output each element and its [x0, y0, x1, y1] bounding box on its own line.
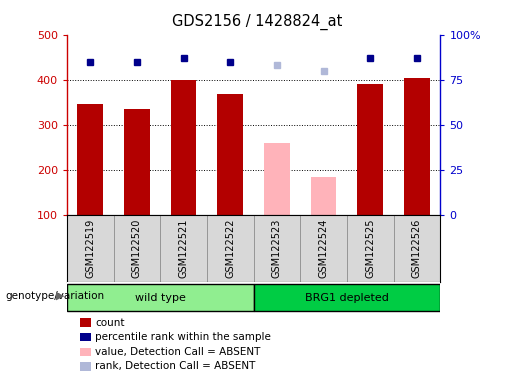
Text: GSM122519: GSM122519 — [85, 219, 95, 278]
Bar — [171, 80, 196, 215]
Bar — [357, 84, 383, 215]
Text: GSM122526: GSM122526 — [412, 219, 422, 278]
Bar — [264, 143, 290, 215]
Bar — [207, 215, 253, 282]
Bar — [114, 215, 160, 282]
Text: GSM122524: GSM122524 — [319, 219, 329, 278]
Bar — [217, 94, 243, 215]
Bar — [347, 215, 393, 282]
Bar — [393, 215, 440, 282]
Bar — [160, 215, 207, 282]
Text: count: count — [95, 318, 125, 328]
Text: ▶: ▶ — [56, 291, 64, 301]
Text: GDS2156 / 1428824_at: GDS2156 / 1428824_at — [173, 13, 342, 30]
Bar — [404, 78, 430, 215]
Text: GSM122525: GSM122525 — [365, 219, 375, 278]
Bar — [253, 284, 440, 311]
Bar — [124, 109, 150, 215]
Bar — [300, 215, 347, 282]
Text: GSM122521: GSM122521 — [179, 219, 188, 278]
Bar — [67, 284, 253, 311]
Text: BRG1 depleted: BRG1 depleted — [305, 293, 389, 303]
Bar — [253, 215, 300, 282]
Text: GSM122520: GSM122520 — [132, 219, 142, 278]
Bar — [311, 177, 336, 215]
Text: rank, Detection Call = ABSENT: rank, Detection Call = ABSENT — [95, 361, 255, 371]
Text: GSM122523: GSM122523 — [272, 219, 282, 278]
Text: percentile rank within the sample: percentile rank within the sample — [95, 332, 271, 342]
Text: value, Detection Call = ABSENT: value, Detection Call = ABSENT — [95, 347, 261, 357]
Text: genotype/variation: genotype/variation — [5, 291, 104, 301]
Text: GSM122522: GSM122522 — [225, 219, 235, 278]
Text: wild type: wild type — [135, 293, 186, 303]
Bar — [77, 104, 103, 215]
Bar — [67, 215, 114, 282]
